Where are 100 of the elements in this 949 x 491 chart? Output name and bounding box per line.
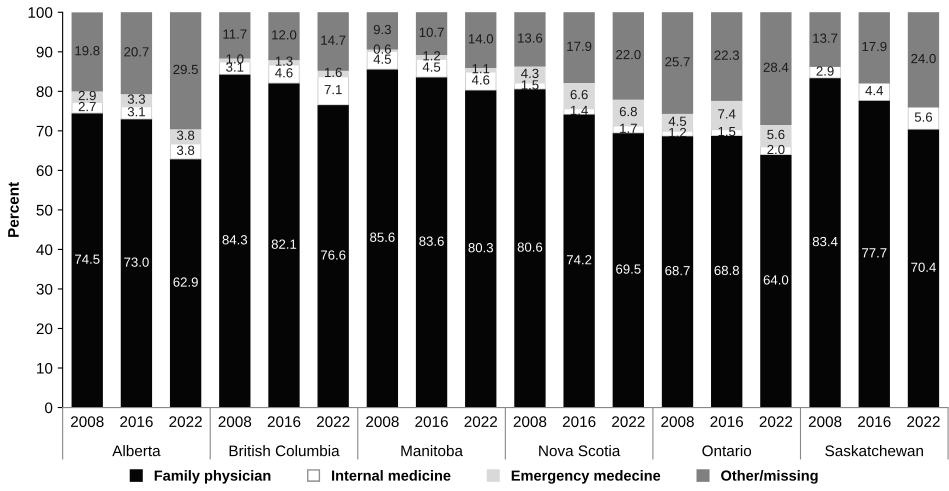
- data-label: 2.9: [816, 66, 834, 76]
- data-label: 76.6: [321, 250, 346, 260]
- x-tick-label: 2008: [808, 416, 842, 428]
- legend-label: Emergency medecine: [512, 470, 660, 484]
- data-label: 82.1: [272, 239, 296, 249]
- data-label: 9.3: [374, 24, 391, 34]
- text: Alberta: [112, 445, 161, 456]
- data-label: 0.6: [374, 44, 391, 54]
- data-label: 22.3: [714, 50, 739, 60]
- y-tick-label: 40: [36, 244, 52, 256]
- data-label: 4.4: [865, 86, 884, 96]
- data-label: 5.6: [914, 112, 932, 122]
- data-label: 2.0: [767, 144, 785, 154]
- data-label: 13.7: [813, 34, 838, 43]
- data-label: 1.3: [276, 56, 293, 66]
- data-label: 3.1: [128, 107, 145, 116]
- data-label: 20.7: [124, 47, 149, 57]
- y-tick-label: 30: [36, 284, 52, 295]
- data-label: 5.6: [767, 130, 784, 140]
- data-label: 1.7: [620, 124, 637, 133]
- x-tick-label: 2016: [415, 416, 448, 428]
- legend-label: Internal medicine: [332, 470, 451, 481]
- data-label: 1.2: [423, 51, 440, 60]
- y-tick-label: 50: [36, 204, 52, 216]
- data-label: 4.5: [422, 62, 440, 72]
- data-label: 14.0: [468, 34, 494, 44]
- data-label: 2.7: [78, 102, 96, 112]
- data-label: 3.8: [176, 146, 194, 155]
- data-label: 13.6: [518, 33, 542, 43]
- data-label: 80.3: [468, 243, 494, 252]
- data-label: 6.6: [570, 90, 588, 100]
- y-tick-label: 60: [36, 165, 52, 176]
- x-tick-label: 2008: [366, 416, 399, 428]
- data-label: 17.9: [567, 42, 592, 51]
- x-tick-label: 2016: [120, 416, 153, 428]
- x-tick-label: 2022: [760, 416, 792, 428]
- legend-label: Other/missing: [721, 470, 818, 484]
- data-label: 10.7: [420, 28, 444, 37]
- data-label: 3.3: [128, 94, 146, 104]
- text: British Columbia: [230, 445, 340, 456]
- x-tick-label: 2022: [316, 416, 350, 428]
- data-label: 1.1: [472, 64, 490, 74]
- data-label: 4.3: [521, 68, 539, 78]
- data-label: 6.8: [620, 106, 637, 116]
- x-tick-label: 2016: [858, 416, 891, 428]
- x-tick-label: 2022: [169, 416, 202, 428]
- data-label: 74.2: [566, 255, 592, 264]
- y-tick-label: 100: [28, 7, 52, 18]
- data-label: 25.7: [665, 57, 690, 66]
- y-axis-title: Percent: [8, 182, 19, 237]
- legend-label: Family physician: [154, 470, 270, 484]
- y-tick-label: 70: [36, 126, 52, 137]
- data-label: 80.6: [518, 242, 542, 252]
- text: Nova Scotia: [539, 445, 620, 456]
- data-label: 28.4: [764, 62, 788, 72]
- data-label: 14.7: [321, 36, 346, 45]
- data-label: 1.4: [570, 106, 588, 115]
- y-tick-label: 80: [36, 86, 52, 98]
- text: Saskatchewan: [825, 445, 923, 456]
- data-label: 68.8: [714, 266, 739, 276]
- x-tick-label: 2016: [268, 416, 300, 428]
- data-label: 77.7: [862, 248, 886, 258]
- data-label: 62.9: [173, 277, 198, 287]
- data-label: 1.2: [669, 128, 686, 138]
- data-label: 7.4: [718, 109, 736, 118]
- data-label: 1.5: [522, 80, 539, 90]
- y-tick-label: 0: [45, 402, 52, 414]
- data-label: 83.6: [419, 236, 444, 246]
- data-label: 29.5: [173, 64, 198, 74]
- data-label: 69.5: [616, 264, 641, 274]
- x-tick-label: 2016: [562, 416, 596, 428]
- data-label: 17.9: [862, 42, 886, 52]
- text: Ontario: [702, 445, 752, 456]
- data-label: 64.0: [764, 275, 788, 285]
- x-tick-label: 2008: [71, 416, 104, 428]
- data-label: 85.6: [370, 232, 395, 242]
- data-label: 84.3: [222, 235, 248, 244]
- y-tick-label: 20: [36, 323, 52, 334]
- data-label: 2.9: [78, 90, 96, 100]
- data-label: 70.4: [911, 262, 936, 272]
- x-tick-label: 2022: [464, 416, 497, 428]
- data-label: 74.5: [75, 254, 100, 264]
- data-label: 3.8: [176, 130, 194, 140]
- data-label: 1.5: [718, 126, 736, 136]
- x-tick-label: 2022: [612, 416, 645, 428]
- x-tick-label: 2008: [218, 416, 252, 428]
- y-tick-label: 10: [37, 362, 52, 374]
- x-tick-label: 2022: [907, 416, 940, 428]
- data-label: 4.6: [472, 75, 490, 85]
- data-label: 4.6: [275, 68, 293, 78]
- x-tick-label: 2008: [514, 416, 546, 428]
- data-label: 73.0: [124, 257, 149, 267]
- data-label: 4.5: [374, 54, 391, 64]
- x-tick-label: 2008: [661, 416, 694, 428]
- data-label: 24.0: [911, 54, 936, 64]
- data-label: 4.5: [668, 116, 686, 126]
- data-label: 11.7: [223, 30, 246, 39]
- data-label: 22.0: [616, 50, 641, 60]
- data-label: 12.0: [272, 30, 296, 40]
- text: Manitoba: [401, 445, 463, 456]
